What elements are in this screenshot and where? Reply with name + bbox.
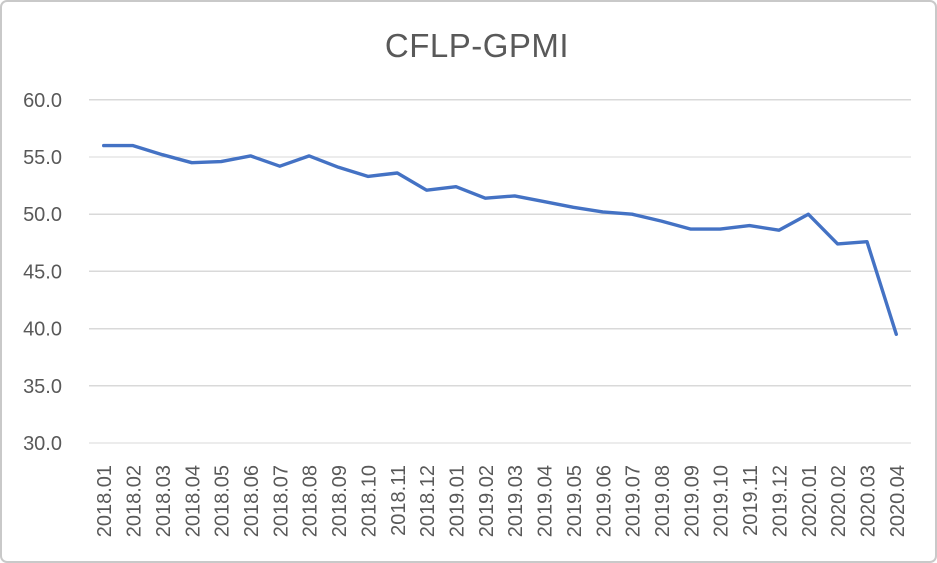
x-tick-label: 2018.05 [212, 465, 234, 537]
y-tick-label: 30.0 [23, 433, 62, 455]
x-tick-label: 2019.12 [769, 465, 791, 537]
x-tick-label: 2018.06 [241, 465, 263, 537]
x-tick-label: 2018.03 [153, 465, 175, 537]
x-tick-label: 2018.04 [182, 465, 204, 537]
y-tick-label: 55.0 [23, 147, 62, 169]
y-tick-label: 50.0 [23, 204, 62, 226]
x-tick-label: 2019.07 [623, 465, 645, 537]
x-tick-label: 2019.06 [593, 465, 615, 537]
x-tick-label: 2019.09 [681, 465, 703, 537]
y-tick-label: 60.0 [23, 90, 62, 112]
x-tick-label: 2018.12 [417, 465, 439, 537]
x-tick-label: 2019.08 [652, 465, 674, 537]
x-tick-label: 2018.11 [388, 465, 410, 536]
x-tick-label: 2019.02 [476, 465, 498, 537]
x-tick-label: 2020.02 [828, 465, 850, 537]
x-tick-label: 2019.05 [564, 465, 586, 537]
y-tick-label: 40.0 [23, 319, 62, 341]
x-tick-label: 2018.01 [94, 465, 116, 537]
x-tick-label: 2018.09 [329, 465, 351, 537]
x-tick-label: 2018.02 [124, 465, 146, 537]
x-tick-label: 2019.01 [446, 465, 468, 537]
gridlines [89, 99, 911, 444]
x-tick-label: 2019.11 [740, 465, 762, 536]
x-tick-labels: 2018.01 2018.02 2018.03 2018.04 2018.05 2018.… [94, 465, 909, 537]
x-tick-label: 2020.04 [887, 465, 909, 537]
x-tick-label: 2019.04 [535, 465, 557, 537]
x-tick-label: 2018.07 [270, 465, 292, 537]
x-tick-label: 2018.08 [300, 465, 322, 537]
x-tick-label: 2020.03 [857, 465, 879, 537]
y-tick-label: 45.0 [23, 261, 62, 283]
chart-title: CFLP-GPMI [384, 27, 570, 64]
x-tick-label: 2019.03 [505, 465, 527, 537]
series-group [101, 143, 898, 336]
x-tick-label: 2019.10 [711, 465, 733, 537]
x-tick-label: 2020.01 [799, 465, 821, 537]
y-tick-labels: 30.0 35.0 40.0 45.0 50.0 55.0 60.0 [23, 90, 62, 455]
y-tick-label: 35.0 [23, 376, 62, 398]
x-tick-label: 2018.10 [358, 465, 380, 537]
series-line [101, 143, 898, 336]
